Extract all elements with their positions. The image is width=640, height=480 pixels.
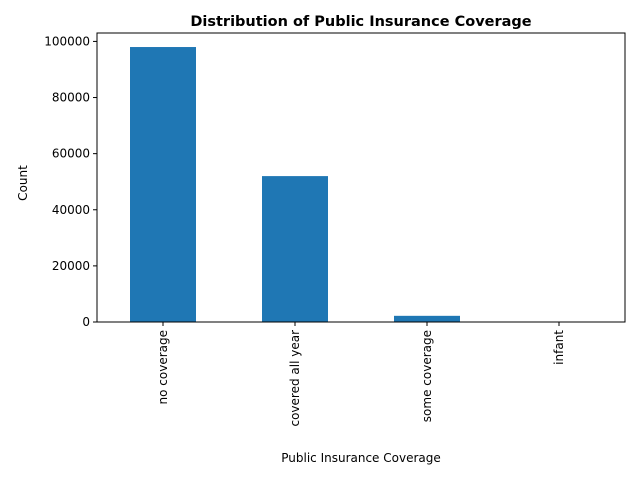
chart-title: Distribution of Public Insurance Coverag… [190, 14, 531, 30]
x-tick-label: no coverage [156, 330, 170, 404]
y-axis-label: Count [16, 165, 30, 201]
x-axis-label: Public Insurance Coverage [281, 451, 441, 465]
x-tick-label: some coverage [420, 330, 434, 422]
y-tick-label: 100000 [44, 34, 90, 48]
bar-some-coverage [394, 315, 460, 322]
y-axis: 0 20000 40000 60000 80000 100000 [44, 34, 97, 329]
bar-covered-all-year [262, 176, 328, 322]
x-tick-label: covered all year [288, 330, 302, 427]
x-axis: no coverage covered all year some coverage… [156, 322, 566, 427]
y-tick-label: 20000 [52, 259, 90, 273]
bar-no-coverage [130, 47, 196, 323]
bar-group [130, 47, 592, 323]
y-tick-label: 80000 [52, 91, 90, 105]
y-tick-label: 0 [82, 315, 90, 329]
x-tick-label: infant [552, 330, 566, 365]
plot-frame [96, 32, 626, 323]
y-tick-label: 40000 [52, 203, 90, 217]
y-tick-label: 60000 [52, 147, 90, 161]
